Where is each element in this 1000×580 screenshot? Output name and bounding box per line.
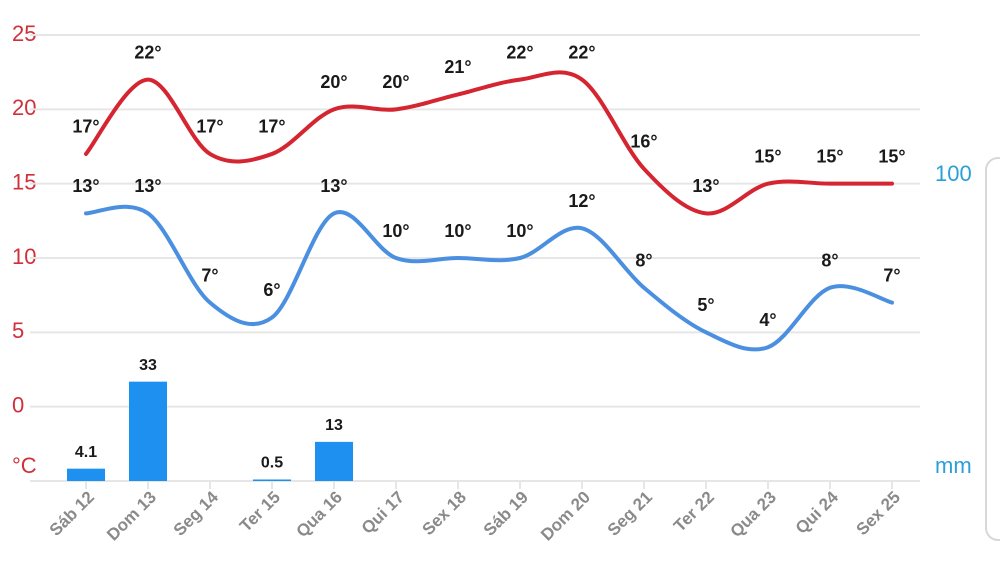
y-tick-label: 20: [12, 95, 36, 120]
x-tick-label: Ter 15: [236, 488, 284, 536]
bar-label: 33: [139, 357, 157, 374]
value-label: 13°: [692, 176, 719, 196]
bar: [253, 479, 291, 481]
value-label: 20°: [320, 72, 347, 92]
x-tick-label: Seg 21: [604, 488, 656, 540]
value-label: 6°: [263, 280, 280, 300]
value-label: 15°: [754, 146, 781, 166]
x-tick-label: Qui 17: [358, 488, 408, 538]
value-label: 22°: [506, 42, 533, 62]
y-axis-label: °C: [12, 453, 37, 478]
value-label: 15°: [878, 146, 905, 166]
value-label: 7°: [201, 265, 218, 285]
x-tick-label: Qua 16: [292, 488, 346, 542]
x-tick-label: Ter 22: [670, 488, 718, 536]
y-tick-label: 10: [12, 244, 36, 269]
bar-label: 0.5: [261, 455, 283, 472]
y-tick-label: 0: [12, 392, 24, 417]
value-label: 5°: [697, 295, 714, 315]
bar: [315, 441, 353, 481]
value-label: 7°: [883, 265, 900, 285]
value-label: 17°: [258, 117, 285, 137]
value-label: 21°: [444, 57, 471, 77]
value-label: 22°: [134, 42, 161, 62]
side-card: [985, 157, 1000, 541]
x-tick-label: Sáb 12: [46, 488, 98, 540]
line: [84, 204, 894, 352]
x-tick-label: Qui 24: [792, 487, 843, 538]
y-tick-label: 25: [12, 21, 36, 46]
value-label: 10°: [444, 221, 471, 241]
value-label: 13°: [72, 176, 99, 196]
value-label: 10°: [506, 221, 533, 241]
value-label: 4°: [759, 310, 776, 330]
value-label: 8°: [635, 250, 652, 270]
y2-tick-label: 100: [935, 161, 972, 186]
value-label: 22°: [568, 42, 595, 62]
value-label: 10°: [382, 221, 409, 241]
value-label: 13°: [320, 176, 347, 196]
x-tick-label: Sáb 19: [480, 488, 532, 540]
line: [84, 70, 894, 216]
x-tick-label: Dom 13: [103, 488, 160, 545]
x-tick-label: Sex 25: [852, 488, 904, 540]
bar-label: 4.1: [75, 444, 97, 461]
value-label: 17°: [72, 117, 99, 137]
value-label: 12°: [568, 191, 595, 211]
x-tick-label: Dom 20: [537, 488, 594, 545]
value-label: 15°: [816, 146, 843, 166]
x-tick-label: Qua 23: [726, 488, 780, 542]
value-label: 16°: [630, 132, 657, 152]
bar: [129, 381, 167, 481]
value-label: 13°: [134, 176, 161, 196]
x-tick-label: Seg 14: [170, 487, 223, 540]
y-tick-label: 5: [12, 318, 24, 343]
y-tick-label: 15: [12, 169, 36, 194]
bar: [67, 468, 105, 481]
value-label: 8°: [821, 250, 838, 270]
x-tick-label: Sex 18: [418, 488, 470, 540]
bar-label: 13: [325, 417, 343, 434]
y2-axis-label: mm: [935, 453, 972, 478]
value-label: 20°: [382, 72, 409, 92]
value-label: 17°: [196, 117, 223, 137]
